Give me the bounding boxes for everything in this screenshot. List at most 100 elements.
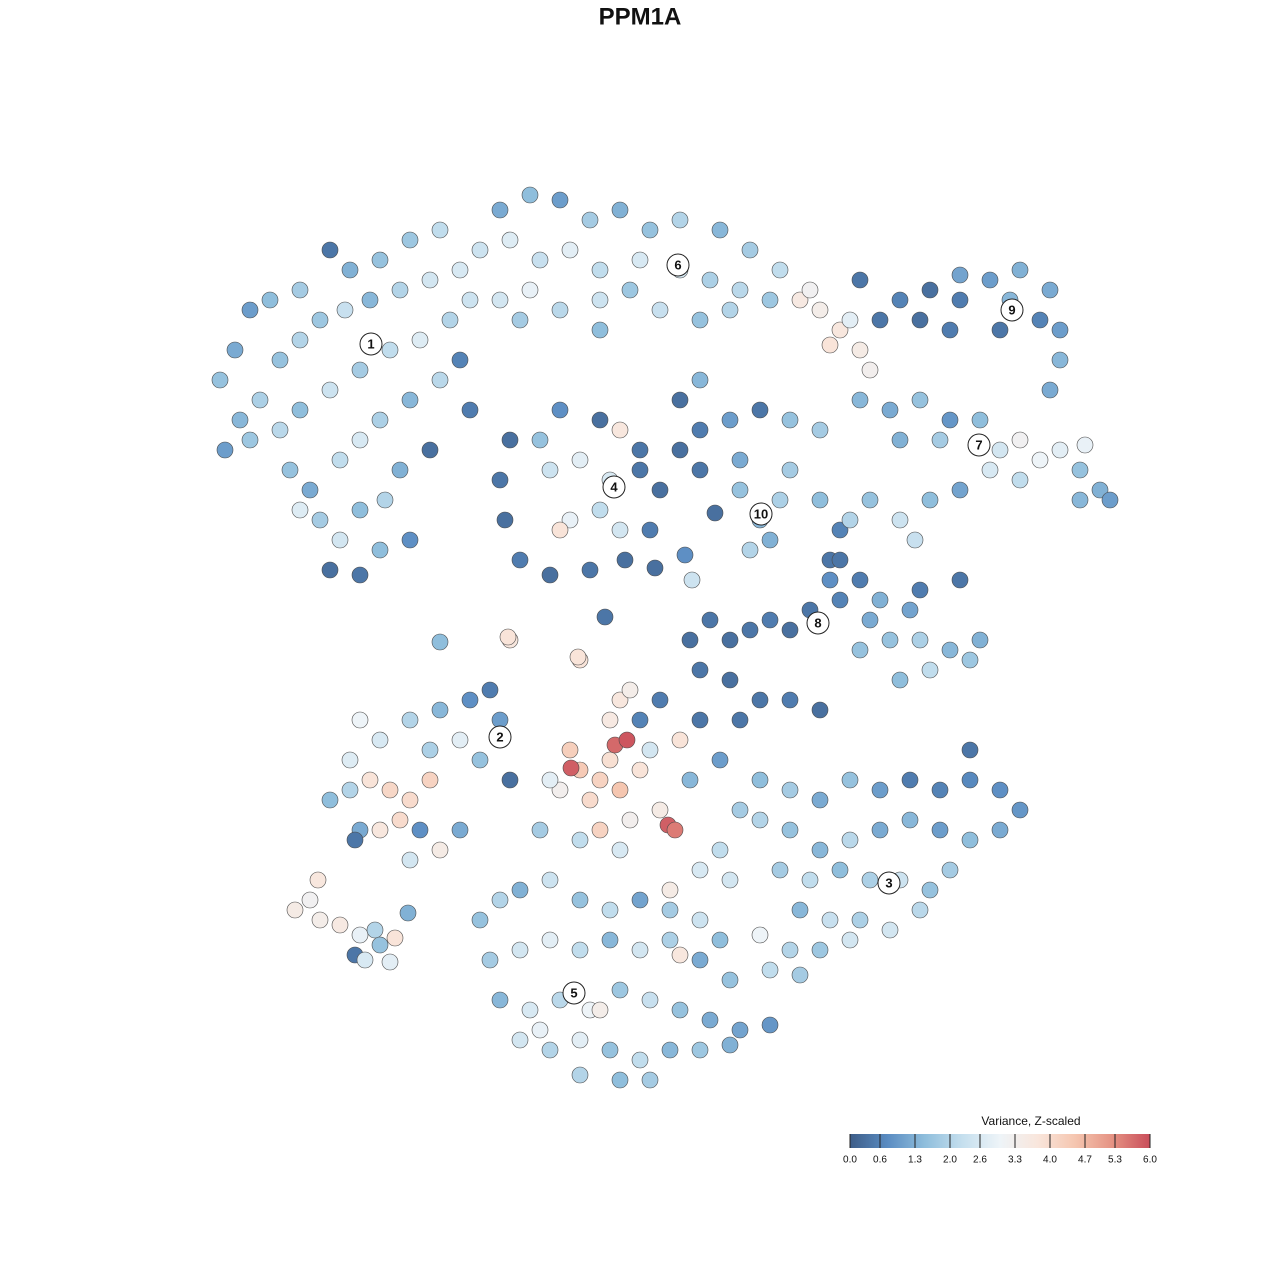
point — [611, 421, 629, 439]
point — [346, 831, 364, 849]
point — [631, 761, 649, 779]
point — [741, 241, 759, 259]
point — [941, 321, 959, 339]
point — [661, 881, 679, 899]
point — [551, 521, 569, 539]
point — [661, 1041, 679, 1059]
point — [421, 771, 439, 789]
point — [721, 871, 739, 889]
point — [711, 221, 729, 239]
point — [651, 481, 669, 499]
cluster-label: 5 — [570, 985, 577, 1000]
point — [421, 441, 439, 459]
cluster-badge — [666, 253, 690, 277]
point — [841, 931, 859, 949]
point — [511, 881, 529, 899]
point — [731, 1021, 749, 1039]
point — [666, 821, 684, 839]
point — [491, 891, 509, 909]
point — [371, 411, 389, 429]
point — [551, 191, 569, 209]
point — [911, 901, 929, 919]
colorbar-tick-label: 4.7 — [1078, 1155, 1092, 1166]
point — [561, 511, 579, 529]
point — [591, 821, 609, 839]
point — [521, 1001, 539, 1019]
point — [1091, 481, 1109, 499]
point — [361, 771, 379, 789]
point — [591, 411, 609, 429]
colorbar-gradient — [850, 1134, 1150, 1148]
point — [881, 631, 899, 649]
point — [631, 941, 649, 959]
point — [831, 521, 849, 539]
point — [841, 771, 859, 789]
point — [921, 281, 939, 299]
cluster-badge — [602, 475, 626, 499]
point — [1011, 261, 1029, 279]
point — [551, 301, 569, 319]
point — [841, 511, 859, 529]
point — [931, 431, 949, 449]
point — [951, 481, 969, 499]
point — [721, 631, 739, 649]
point — [371, 821, 389, 839]
point — [351, 711, 369, 729]
point — [631, 461, 649, 479]
colorbar-tick-label: 6.0 — [1143, 1155, 1157, 1166]
point — [641, 991, 659, 1009]
point — [511, 311, 529, 329]
point — [681, 631, 699, 649]
point — [861, 361, 879, 379]
point — [1071, 461, 1089, 479]
point — [311, 311, 329, 329]
cluster-label: 6 — [674, 257, 681, 272]
point — [341, 261, 359, 279]
point — [631, 711, 649, 729]
point — [341, 751, 359, 769]
point — [961, 651, 979, 669]
point — [281, 461, 299, 479]
point — [851, 391, 869, 409]
point — [981, 461, 999, 479]
point — [941, 861, 959, 879]
cluster-label: 9 — [1008, 302, 1015, 317]
point — [641, 741, 659, 759]
point — [891, 671, 909, 689]
point — [851, 641, 869, 659]
point — [646, 559, 664, 577]
point — [911, 311, 929, 329]
point — [461, 291, 479, 309]
colorbar-tick-label: 2.0 — [943, 1155, 957, 1166]
point — [611, 781, 629, 799]
point — [971, 631, 989, 649]
point — [861, 611, 879, 629]
point — [531, 251, 549, 269]
point — [861, 871, 879, 889]
point — [411, 331, 429, 349]
point — [891, 431, 909, 449]
colorbar-tick-label: 1.3 — [908, 1155, 922, 1166]
point — [801, 871, 819, 889]
point — [431, 221, 449, 239]
point — [571, 891, 589, 909]
point — [591, 501, 609, 519]
point — [1101, 491, 1119, 509]
point — [241, 301, 259, 319]
point — [721, 301, 739, 319]
point — [711, 751, 729, 769]
cluster-label: 1 — [367, 336, 374, 351]
point — [751, 811, 769, 829]
point — [421, 741, 439, 759]
point — [331, 531, 349, 549]
point — [761, 961, 779, 979]
cluster-badge — [877, 871, 901, 895]
point — [871, 821, 889, 839]
point — [361, 291, 379, 309]
point — [569, 648, 587, 666]
point — [421, 271, 439, 289]
point — [811, 301, 829, 319]
point — [901, 811, 919, 829]
point — [691, 311, 709, 329]
